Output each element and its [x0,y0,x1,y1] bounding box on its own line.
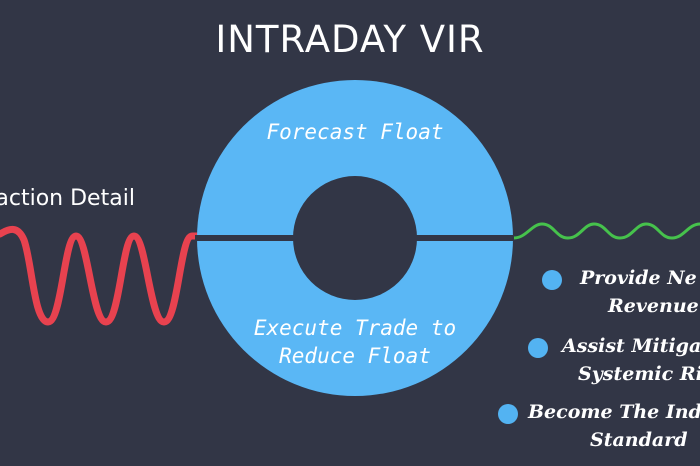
bullet-icon [542,270,562,290]
benefit-3-line1: Become The Ind [528,401,700,423]
execute-trade-label: Execute Trade to [253,316,457,340]
output-wave [513,222,700,240]
diagram-title: INTRADAY VIR [215,18,485,61]
benefit-3-line2: Standard [590,429,688,451]
input-label: nsaction Detail [0,186,135,211]
bullet-icon [528,338,548,358]
benefit-2-line2: Systemic Ri [578,363,700,385]
bullet-icon [498,404,518,424]
benefit-1-line1: Provide Ne [580,267,697,289]
benefit-1-line2: Revenue [608,295,699,317]
input-wave [0,226,204,326]
benefit-2-line1: Assist Mitiga [562,335,700,357]
forecast-float-label: Forecast Float [266,120,444,144]
reduce-float-label: Reduce Float [279,344,431,368]
